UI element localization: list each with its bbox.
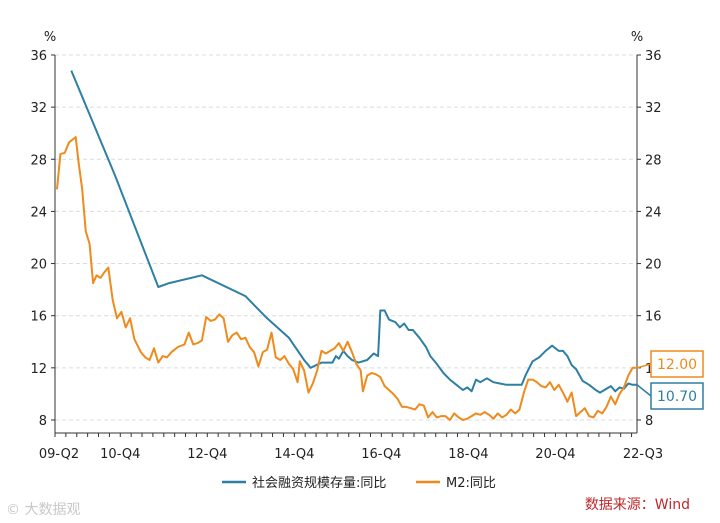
x-tick-label: 12-Q4 [187, 447, 227, 462]
y-tick-label-left: 24 [30, 205, 47, 220]
callout-pointer-0 [636, 384, 652, 397]
y-unit-right: % [631, 30, 643, 45]
y-tick-label-left: 28 [30, 153, 47, 168]
end-value-label-1: 12.00 [657, 357, 697, 373]
x-tick-label: 10-Q4 [100, 447, 140, 462]
callout-box-0 [650, 382, 704, 410]
series-line-1 [56, 136, 637, 421]
callout-box-1 [650, 350, 704, 378]
legend-entry-1: M2:同比 [446, 476, 496, 491]
y-tick-label-left: 36 [30, 49, 47, 64]
end-value-label-0: 10.70 [657, 389, 697, 405]
y-tick-label-left: 32 [30, 101, 47, 116]
y-tick-label-left: 8 [39, 414, 47, 429]
y-tick-label-right: 24 [645, 205, 662, 220]
x-tick-label: 18-Q4 [448, 447, 488, 462]
watermark: © 大数据观 [6, 502, 81, 518]
x-tick-label: 09-Q2 [39, 447, 79, 462]
y-tick-label-right: 28 [645, 153, 662, 168]
callout-pointer-1 [636, 363, 652, 369]
legend-entry-0: 社会融资规模存量:同比 [252, 475, 386, 491]
y-tick-label-right: 16 [645, 310, 662, 325]
x-tick-label: 22-Q3 [623, 447, 663, 462]
y-tick-label-left: 12 [30, 362, 47, 377]
x-tick-label: 20-Q4 [535, 447, 575, 462]
y-tick-label-right: 20 [645, 258, 662, 273]
y-unit-left: % [44, 30, 56, 45]
x-tick-label: 16-Q4 [361, 447, 401, 462]
x-tick-label: 14-Q4 [274, 447, 314, 462]
y-tick-label-right: 36 [645, 49, 662, 64]
y-tick-label-right: 8 [645, 414, 653, 429]
source-note: 数据来源：Wind [584, 497, 690, 513]
y-tick-label-left: 20 [30, 258, 47, 273]
series-line-0 [70, 70, 637, 394]
y-tick-label-left: 16 [30, 310, 47, 325]
y-tick-label-right: 32 [645, 101, 662, 116]
